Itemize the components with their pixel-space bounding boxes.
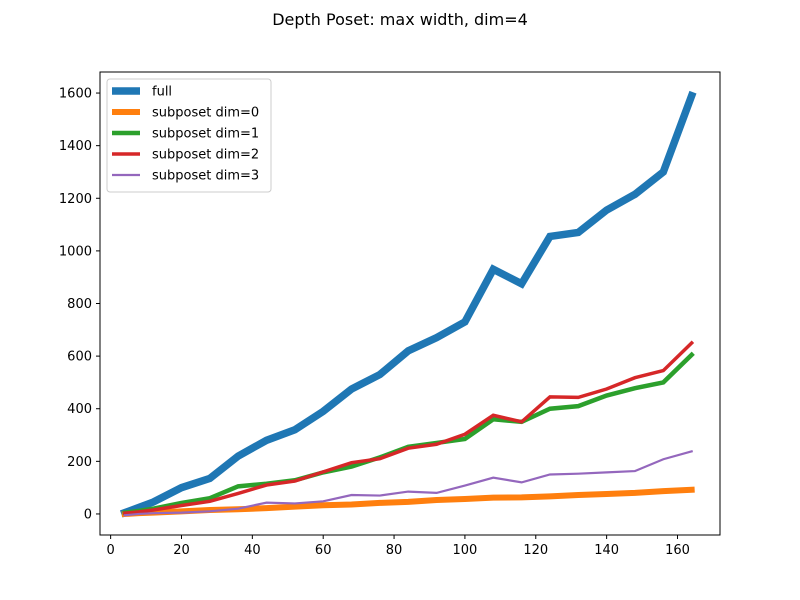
x-tick-label: 20 bbox=[173, 543, 190, 558]
y-tick-label: 1400 bbox=[59, 139, 92, 154]
y-tick-label: 600 bbox=[67, 350, 92, 365]
y-tick-label: 1600 bbox=[59, 87, 92, 102]
legend-label: subposet dim=1 bbox=[152, 127, 259, 142]
plot-frame bbox=[99, 71, 721, 536]
y-tick-label: 200 bbox=[67, 455, 92, 470]
series-line-full bbox=[119, 90, 697, 518]
legend-label: full bbox=[152, 85, 172, 100]
legend-label: subposet dim=2 bbox=[152, 148, 259, 163]
series-layer bbox=[119, 90, 697, 518]
series-line-subposet-dim-0 bbox=[121, 486, 695, 518]
x-tick-label: 100 bbox=[453, 543, 478, 558]
x-tick-label: 40 bbox=[244, 543, 261, 558]
y-tick-label: 800 bbox=[67, 297, 92, 312]
x-tick-label: 80 bbox=[386, 543, 403, 558]
y-tick-label: 400 bbox=[67, 402, 92, 417]
x-axis: 0 20 40 60 80 100 120 140 160 bbox=[106, 535, 690, 558]
y-tick-label: 0 bbox=[84, 507, 92, 522]
series-line-subposet-dim-3 bbox=[123, 449, 694, 517]
x-tick-label: 0 bbox=[106, 543, 114, 558]
legend-label: subposet dim=3 bbox=[152, 169, 259, 184]
legend-label: subposet dim=0 bbox=[152, 106, 259, 121]
y-axis: 0 200 400 600 800 1000 1200 1400 1600 bbox=[59, 87, 100, 522]
x-tick-label: 160 bbox=[665, 543, 690, 558]
x-tick-label: 120 bbox=[523, 543, 548, 558]
y-tick-label: 1200 bbox=[59, 192, 92, 207]
legend-box bbox=[106, 78, 272, 193]
y-tick-label: 1000 bbox=[59, 244, 92, 259]
x-tick-label: 60 bbox=[315, 543, 332, 558]
x-tick-label: 140 bbox=[594, 543, 619, 558]
chart-title: Depth Poset: max width, dim=4 bbox=[272, 10, 528, 29]
legend: full subposet dim=0 subposet dim=1 subposet… bbox=[106, 78, 272, 193]
series-line-subposet-dim-2 bbox=[122, 340, 695, 516]
